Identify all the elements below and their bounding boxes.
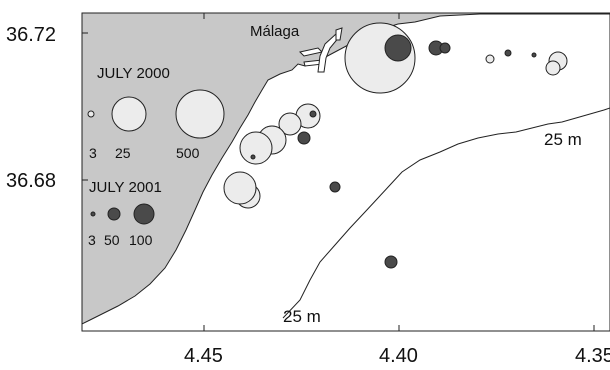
- legend-value: 100: [129, 232, 153, 248]
- land-area: [81, 12, 610, 325]
- harbour-structures: [299, 27, 343, 73]
- legend-value: 3: [88, 232, 96, 248]
- sample-july-2000: [278, 112, 302, 136]
- legend-symbol-july-2000-small: [87, 110, 95, 118]
- x-tick-label: 4.40: [379, 345, 418, 367]
- axis-ticks: [82, 13, 595, 331]
- sample-july-2001: [439, 42, 451, 54]
- sample-july-2000: [239, 131, 273, 165]
- sample-july-2001: [384, 34, 412, 62]
- x-tick-label: 4.45: [184, 345, 223, 367]
- sample-july-2001: [250, 154, 256, 160]
- y-tick-label: 36.68: [6, 170, 56, 192]
- legend-symbol-july-2001-medium: [107, 207, 121, 221]
- july-2001-samples: [250, 34, 537, 269]
- x-tick-label: 4.35: [575, 345, 610, 367]
- sample-july-2001: [531, 52, 537, 58]
- legend-title-july-2000: JULY 2000: [97, 65, 170, 82]
- sample-july-2001: [384, 255, 398, 269]
- map-frame: [81, 12, 610, 332]
- sample-july-2000: [545, 60, 561, 76]
- sample-july-2001: [329, 181, 341, 193]
- sample-july-2001: [504, 49, 512, 57]
- sample-july-2000: [223, 171, 257, 205]
- city-label-malaga: Málaga: [250, 23, 300, 40]
- contour-label-lower: 25 m: [283, 307, 321, 326]
- sample-july-2001: [309, 110, 317, 118]
- sample-july-2001: [297, 131, 311, 145]
- contour-25m-upper: [282, 107, 610, 319]
- y-tick-label: 36.72: [6, 24, 56, 46]
- legend-symbol-july-2001-large: [133, 203, 155, 225]
- legend-value: 3: [89, 145, 97, 161]
- legend-value: 500: [176, 145, 200, 161]
- legend-value: 50: [104, 232, 120, 248]
- legend-value: 25: [115, 145, 131, 161]
- legend-symbol-july-2001-small: [90, 211, 96, 217]
- sample-july-2000: [485, 54, 495, 64]
- legend-symbol-july-2000-medium: [111, 96, 147, 132]
- contour-label-upper: 25 m: [544, 130, 582, 149]
- legend-title-july-2001: JULY 2001: [89, 179, 162, 196]
- legend-symbol-july-2000-large: [175, 89, 225, 139]
